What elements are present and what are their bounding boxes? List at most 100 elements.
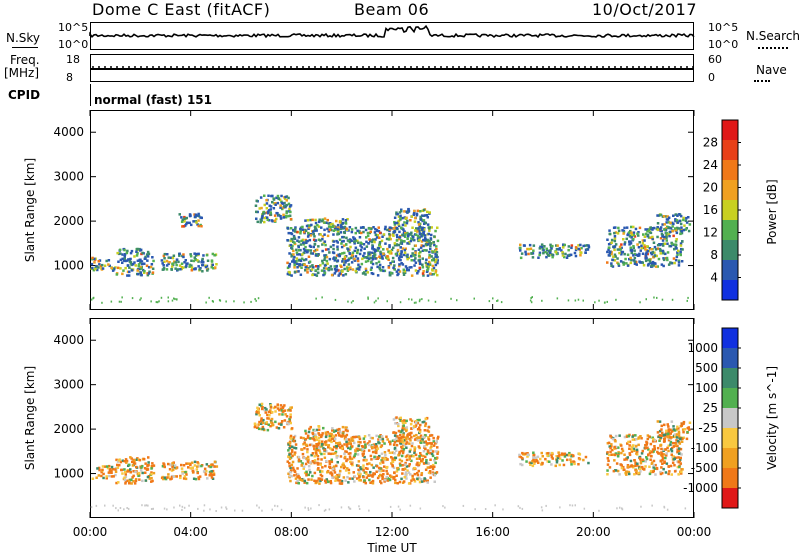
echo-cell	[275, 426, 279, 429]
echo-cell	[408, 266, 411, 269]
echo-cell	[288, 271, 291, 274]
echo-cell	[635, 469, 638, 473]
echo-cell	[383, 458, 386, 461]
echo-cell	[529, 463, 532, 466]
echo-cell	[392, 231, 396, 234]
echo-cell	[335, 264, 338, 268]
echo-cell	[641, 449, 644, 453]
echo-cell	[378, 266, 381, 269]
echo-cell	[288, 417, 291, 421]
echo-cell	[366, 442, 370, 445]
echo-cell	[304, 245, 307, 249]
echo-cell	[146, 468, 150, 471]
echo-cell	[399, 242, 403, 245]
echo-cell	[346, 467, 349, 470]
echo-cell	[378, 241, 382, 244]
echo-cell	[345, 433, 349, 437]
echo-cell	[311, 273, 314, 277]
ground-cell	[619, 506, 621, 509]
echo-cell	[184, 470, 187, 474]
echo-cell	[582, 458, 585, 462]
echo-cell	[147, 266, 151, 269]
echo-cell	[400, 255, 403, 259]
echo-cell	[418, 236, 421, 239]
echo-cell	[290, 474, 293, 478]
echo-cell	[323, 254, 326, 257]
echo-cell	[541, 455, 544, 458]
echo-cell	[393, 434, 397, 437]
colorbar-segment	[722, 448, 738, 469]
echo-cell	[423, 236, 427, 240]
echo-cell	[283, 201, 286, 205]
echo-cell	[617, 446, 620, 449]
echo-cell	[421, 234, 425, 237]
echo-cell	[125, 259, 129, 262]
echo-cell	[636, 450, 639, 453]
echo-cell	[610, 250, 613, 254]
echo-cell	[311, 264, 314, 267]
echo-cell	[402, 480, 406, 483]
ground-cell	[571, 504, 574, 507]
y-tick-label: 1000	[53, 259, 84, 273]
echo-cell	[294, 447, 298, 450]
echo-cell	[180, 262, 184, 265]
echo-cell	[326, 262, 329, 265]
echo-cell	[315, 274, 319, 277]
echo-cell	[676, 251, 679, 254]
echo-cell	[669, 464, 673, 468]
echo-cell	[561, 459, 564, 462]
echo-cell	[289, 479, 292, 483]
echo-cell	[436, 446, 439, 449]
echo-cell	[311, 218, 314, 222]
echo-cell	[684, 219, 688, 222]
echo-cell	[328, 437, 332, 440]
echo-cell	[108, 468, 112, 472]
echo-cell	[342, 462, 345, 465]
echo-cell	[400, 252, 403, 256]
echo-cell	[147, 456, 150, 459]
echo-cell	[349, 440, 352, 443]
echo-cell	[409, 455, 412, 458]
echo-cell	[314, 229, 317, 232]
echo-cell	[274, 420, 277, 424]
colorbar-tick-label: 8	[710, 248, 718, 262]
echo-cell	[663, 437, 667, 440]
echo-cell	[422, 232, 425, 235]
echo-cell	[323, 256, 327, 259]
echo-cell	[644, 446, 647, 450]
echo-cell	[361, 445, 365, 448]
echo-cell	[425, 241, 429, 244]
echo-cell	[358, 268, 361, 271]
echo-cell	[196, 214, 199, 217]
echo-cell	[406, 219, 409, 223]
echo-cell	[133, 482, 137, 485]
echo-cell	[276, 201, 280, 205]
echo-cell	[344, 273, 348, 276]
ground-cell	[434, 300, 437, 303]
station-title: Dome C East (fitACF)	[92, 0, 271, 19]
echo-cell	[340, 242, 343, 245]
echo-cell	[409, 418, 412, 421]
echo-cell	[197, 252, 200, 256]
echo-cell	[611, 437, 615, 441]
echo-cell	[289, 409, 292, 412]
echo-cell	[334, 257, 338, 260]
echo-cell	[366, 467, 369, 470]
ground-cell	[598, 509, 600, 512]
echo-cell	[184, 224, 187, 227]
colorbar-segment	[722, 120, 738, 141]
echo-cell	[204, 264, 207, 267]
echo-cell	[353, 259, 357, 262]
echo-cell	[679, 456, 682, 460]
echo-cell	[384, 242, 387, 245]
echo-cell	[425, 461, 428, 464]
echo-cell	[550, 451, 554, 455]
echo-cell	[606, 457, 610, 460]
echo-cell	[416, 237, 420, 240]
echo-cell	[390, 462, 393, 465]
echo-cell	[387, 250, 390, 253]
echo-cell	[427, 243, 430, 246]
echo-cell	[303, 263, 306, 266]
echo-cell	[623, 226, 626, 230]
echo-cell	[178, 252, 181, 255]
